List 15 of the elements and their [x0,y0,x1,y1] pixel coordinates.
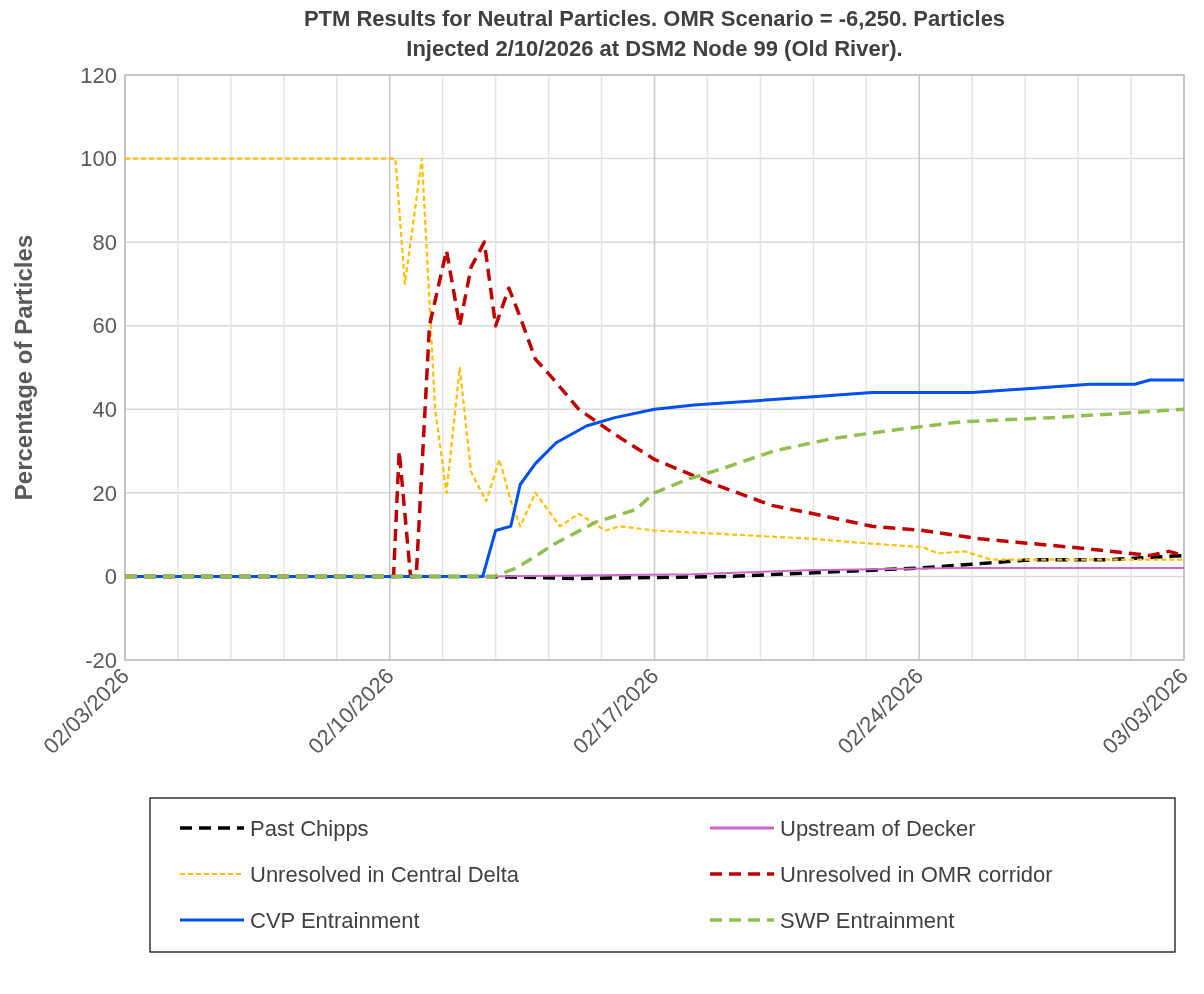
legend-label: CVP Entrainment [250,907,420,933]
y-tick-label: 80 [92,229,117,255]
chart-title: PTM Results for Neutral Particles. OMR Scenario = -6,250. Particles Injected 2/10/2026 at DSM2 Node 99 (Old River). [303,6,1006,61]
legend-label: SWP Entrainment [780,907,955,933]
y-tick-label: 40 [92,396,117,422]
legend-label: Upstream of Decker [780,815,976,841]
y-tick-label: 60 [92,313,117,339]
legend-label: Unresolved in OMR corridor [780,861,1053,887]
y-axis-title: Percentage of Particles [10,234,37,501]
legend-label: Unresolved in Central Delta [250,861,520,887]
y-tick-label: 100 [80,146,117,172]
legend-label: Past Chipps [250,815,369,841]
y-tick-label: 0 [104,564,117,590]
y-tick-label: 20 [92,480,117,506]
y-tick-label: 120 [80,62,117,88]
